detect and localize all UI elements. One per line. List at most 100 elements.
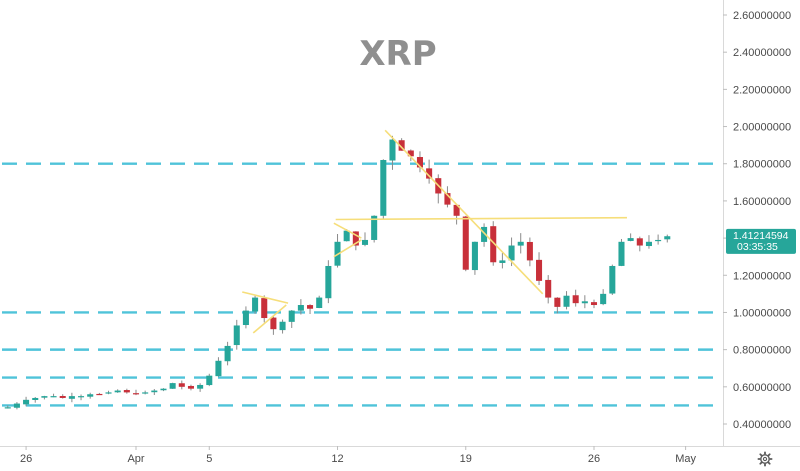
candle-body	[270, 317, 277, 330]
candle-body	[59, 396, 66, 398]
candle-body	[627, 238, 634, 241]
candle-body	[316, 297, 323, 308]
trendline	[335, 216, 627, 221]
trendlines	[242, 129, 627, 334]
candle-body	[536, 259, 543, 281]
trendline	[242, 291, 289, 304]
candle-body	[609, 265, 616, 294]
candle-body	[517, 241, 524, 246]
candle-body	[471, 241, 478, 271]
candle-body	[655, 239, 662, 242]
candle-body	[407, 150, 414, 157]
candle-body	[23, 399, 30, 405]
candle-body	[636, 238, 643, 246]
candle-body	[664, 236, 671, 240]
bar-countdown: 03:35:35	[737, 241, 778, 253]
candle-body	[96, 393, 103, 396]
y-tick-label: 2.60000000	[733, 10, 791, 22]
chart-title: XRP	[359, 34, 436, 74]
x-tick-label: May	[675, 453, 696, 465]
candle-body	[132, 393, 140, 395]
trendline	[333, 239, 362, 258]
x-tick-label: 12	[331, 453, 343, 465]
candle-body	[490, 226, 497, 263]
candle-body	[325, 265, 332, 299]
x-tick-label: 26	[20, 453, 32, 465]
x-tick-label: 26	[588, 453, 600, 465]
candle-body	[618, 241, 625, 266]
candle-body	[261, 298, 268, 319]
candle-body	[233, 325, 240, 346]
candle-body	[572, 295, 579, 304]
candle-body	[499, 260, 506, 263]
candle-body	[297, 305, 304, 311]
candle-body	[13, 403, 20, 408]
y-tick-label: 1.60000000	[733, 196, 791, 208]
candle-body	[32, 397, 39, 400]
candles	[4, 135, 671, 410]
candle-body	[252, 297, 259, 312]
candle-body	[87, 394, 94, 397]
candle-body	[481, 226, 488, 242]
candle-body	[416, 157, 423, 168]
candle-body	[169, 383, 176, 389]
candle-body	[160, 388, 167, 391]
candle-body	[645, 241, 652, 247]
candle-body	[178, 383, 185, 387]
last-price-tag: 1.41214594 03:35:35	[726, 228, 796, 254]
time-axis[interactable]: 26 Apr 5 12 19 26 May	[20, 446, 697, 465]
candle-body	[352, 231, 359, 246]
candle-body	[206, 375, 213, 386]
candle-body	[462, 216, 469, 270]
candle-body	[242, 310, 249, 326]
trendline	[384, 129, 544, 295]
candle-body	[389, 139, 396, 161]
candle-body	[526, 241, 533, 261]
candle-body	[187, 385, 194, 389]
y-tick-label: 1.20000000	[733, 270, 791, 282]
y-tick-label: 2.00000000	[733, 122, 791, 134]
candle-body	[4, 407, 11, 409]
candle-body	[545, 279, 552, 298]
candle-body	[426, 168, 433, 179]
x-tick-label: 19	[460, 453, 472, 465]
y-tick-label: 0.80000000	[733, 345, 791, 357]
y-tick-label: 0.40000000	[733, 419, 791, 431]
candle-body	[444, 193, 451, 205]
candle-body	[453, 204, 460, 216]
candle-body	[343, 230, 350, 242]
candle-body	[215, 360, 222, 377]
candle-body	[581, 301, 588, 304]
candle-body	[197, 384, 204, 389]
candle-body	[105, 392, 112, 394]
candle-body	[590, 302, 598, 306]
candle-body	[563, 295, 570, 307]
gear-icon[interactable]	[757, 451, 773, 467]
candle-body	[371, 215, 378, 240]
candle-body	[307, 305, 314, 309]
price-axis[interactable]: 2.60000000 2.40000000 2.20000000 2.00000000…	[723, 10, 791, 431]
candle-body	[78, 396, 85, 398]
y-tick-label: 0.60000000	[733, 382, 791, 394]
candle-body	[151, 390, 158, 393]
x-tick-label: Apr	[127, 453, 144, 465]
candle-body	[361, 239, 369, 245]
x-tick-label: 5	[206, 453, 212, 465]
candle-body	[508, 245, 515, 261]
candle-body	[554, 297, 561, 307]
candle-body	[288, 310, 295, 322]
candle-body	[398, 140, 405, 151]
candle-body	[142, 392, 149, 394]
candle-body	[50, 396, 57, 398]
candle-body	[224, 345, 231, 362]
y-tick-label: 2.40000000	[733, 47, 791, 59]
trendline	[333, 222, 362, 239]
trendline	[252, 304, 287, 334]
candle-body	[123, 390, 130, 393]
candle-body	[114, 390, 121, 393]
y-tick-label: 2.20000000	[733, 84, 791, 96]
y-tick-label: 1.80000000	[733, 159, 791, 171]
last-price-value: 1.41214594	[733, 230, 789, 242]
candle-body	[68, 396, 75, 399]
